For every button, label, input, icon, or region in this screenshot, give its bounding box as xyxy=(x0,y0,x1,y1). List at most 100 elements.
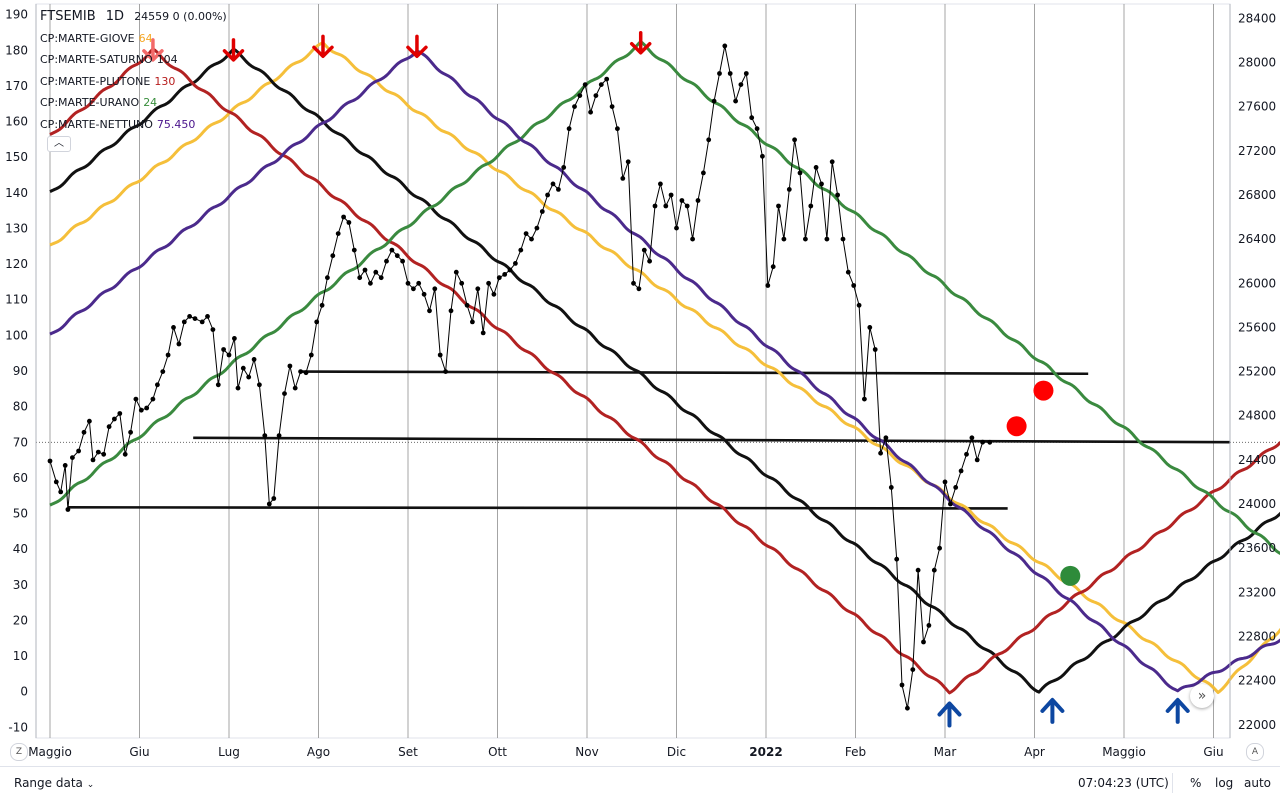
price-point xyxy=(609,104,615,109)
right-axis[interactable]: 28400 28000 27600 27200 26800 26400 26000 25600… xyxy=(1229,4,1276,738)
price-point xyxy=(760,153,765,159)
double-chevron-right-icon: » xyxy=(1197,688,1207,704)
price-point xyxy=(427,308,432,314)
log-scale-toggle[interactable]: log xyxy=(1215,776,1234,790)
price-point xyxy=(76,448,81,454)
symbol-name[interactable]: FTSEMIB xyxy=(40,9,96,24)
signal-dot[interactable] xyxy=(1060,565,1081,586)
left-tick-label: 150 xyxy=(5,150,28,164)
auto-scale-toggle[interactable]: auto xyxy=(1244,776,1272,790)
legend-item-label: CP:MARTE-URANO xyxy=(40,96,140,109)
arrow-up-icon[interactable] xyxy=(1040,697,1065,724)
price-point xyxy=(330,253,336,259)
price-point xyxy=(437,352,443,358)
price-point xyxy=(443,369,448,374)
cycle-line[interactable] xyxy=(49,47,1280,695)
support-line[interactable] xyxy=(193,436,1231,444)
legend-collapse-button[interactable]: ︿ xyxy=(47,136,71,152)
legend-item[interactable]: CP:MARTE-URANO 24 xyxy=(40,92,227,114)
percent-scale-toggle[interactable]: % xyxy=(1190,776,1202,790)
cycle-line[interactable] xyxy=(49,47,1280,694)
support-line[interactable] xyxy=(302,370,1089,376)
price-point xyxy=(824,236,830,242)
price-point xyxy=(187,314,193,319)
x-tick-label: 2022 xyxy=(749,745,782,759)
arrow-up-icon[interactable] xyxy=(1165,697,1190,724)
price-point xyxy=(695,198,701,203)
price-point xyxy=(577,93,583,98)
legend-item[interactable]: CP:MARTE-PLUTONE 130 xyxy=(40,71,227,93)
price-point xyxy=(545,192,550,198)
price-point xyxy=(937,545,942,551)
date-range-button[interactable]: Range data ⌄ xyxy=(14,776,94,790)
left-axis[interactable]: 1901801701601501401301201101009080706050… xyxy=(5,4,37,738)
legend-item[interactable]: CP:MARTE-SATURNO 104 xyxy=(40,49,227,71)
arrow-up-icon[interactable] xyxy=(937,701,962,728)
price-point xyxy=(314,319,320,325)
price-point xyxy=(743,71,749,76)
price-point xyxy=(851,283,857,288)
signal-dot[interactable] xyxy=(1033,380,1054,401)
price-point xyxy=(507,267,513,273)
price-point xyxy=(684,203,690,209)
price-point xyxy=(652,203,658,209)
price-point xyxy=(106,424,112,430)
scroll-to-realtime-button[interactable]: » xyxy=(1190,684,1214,708)
left-tick-label: 120 xyxy=(5,257,28,271)
price-point xyxy=(262,433,268,438)
price-point xyxy=(292,385,298,391)
cycle-line[interactable] xyxy=(49,49,1280,693)
price-point xyxy=(389,247,395,253)
price-point xyxy=(287,363,293,369)
price-point xyxy=(598,82,604,87)
price-point xyxy=(176,341,182,347)
price-line[interactable] xyxy=(49,45,990,709)
legend-title[interactable]: FTSEMIB 1D 24559 0 (0.00%) xyxy=(40,6,227,28)
x-axis[interactable]: Maggio Giu Lug Ago Set Ott Nov Dic 2022 Feb Mar Apr… xyxy=(28,745,1223,759)
price-point xyxy=(840,236,846,242)
x-tick-label: Apr xyxy=(1024,745,1045,759)
legend-item[interactable]: CP:MARTE-GIOVE 64 xyxy=(40,28,227,50)
date-range-label: Range data xyxy=(14,776,83,790)
price-point xyxy=(459,280,465,286)
price-point xyxy=(513,261,518,266)
cycle-line[interactable] xyxy=(49,40,1280,573)
price-point xyxy=(394,253,400,259)
legend-item[interactable]: CP:MARTE-NETTUNO 75.450 xyxy=(40,114,227,136)
legend: FTSEMIB 1D 24559 0 (0.00%) CP:MARTE-GIOV… xyxy=(40,6,227,135)
price-point xyxy=(271,496,277,501)
x-tick-label: Maggio xyxy=(28,745,72,759)
x-tick-label: Feb xyxy=(845,745,866,759)
price-point xyxy=(298,369,303,374)
price-point xyxy=(593,93,599,98)
price-point xyxy=(529,236,534,242)
arrow-down-icon[interactable] xyxy=(629,31,652,55)
price-point xyxy=(276,433,282,438)
price-point xyxy=(749,115,755,121)
price-point xyxy=(926,623,932,628)
price-point xyxy=(373,269,379,275)
price-point xyxy=(969,435,975,441)
arrow-down-icon[interactable] xyxy=(222,38,245,62)
arrow-down-icon[interactable] xyxy=(142,38,164,62)
left-tick-label: 70 xyxy=(13,435,28,449)
zoom-button[interactable]: Z xyxy=(10,743,28,761)
price-point xyxy=(341,214,346,220)
right-tick-label: 23200 xyxy=(1238,585,1276,599)
signal-dot[interactable] xyxy=(1006,416,1027,437)
price-point xyxy=(921,639,926,645)
left-tick-label: 110 xyxy=(5,293,28,307)
arrow-down-icon[interactable] xyxy=(312,34,334,59)
legend-item-label: CP:MARTE-PLUTONE xyxy=(40,74,151,88)
price-point xyxy=(351,247,357,253)
price-point xyxy=(894,556,900,562)
arrow-down-icon[interactable] xyxy=(406,34,428,59)
left-tick-label: 50 xyxy=(13,507,28,521)
left-tick-label: 160 xyxy=(5,115,28,129)
legend-item-label: CP:MARTE-GIOVE xyxy=(40,31,135,45)
support-line[interactable] xyxy=(67,506,1008,510)
cycle-line[interactable] xyxy=(49,41,1280,694)
clock-readout[interactable]: 07:04:23 (UTC) xyxy=(1078,776,1169,790)
auto-scale-button[interactable]: A xyxy=(1246,743,1264,761)
